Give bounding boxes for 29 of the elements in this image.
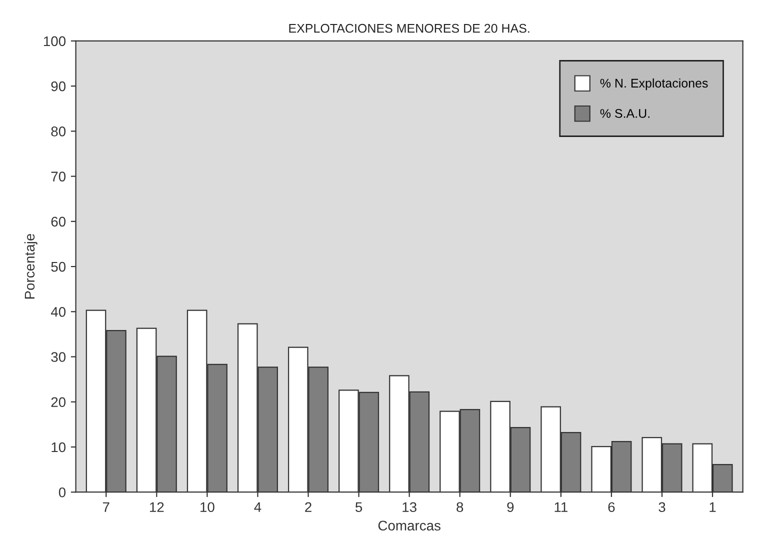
y-tick-label: 50 — [51, 262, 66, 272]
x-tick-label: 9 — [507, 502, 514, 512]
legend-label: % N. Explotaciones — [600, 78, 708, 90]
chart-title: EXPLOTACIONES MENORES DE 20 HAS. — [289, 24, 530, 33]
x-tick-label: 12 — [150, 502, 164, 512]
y-tick-label: 90 — [51, 81, 66, 92]
y-tick-label: 70 — [51, 172, 66, 182]
y-tick-label: 10 — [52, 442, 66, 452]
x-tick-label: 3 — [658, 502, 666, 512]
y-tick-label: 60 — [51, 216, 66, 227]
y-tick-label: 20 — [51, 397, 66, 408]
x-axis-title: Comarcas — [378, 520, 440, 531]
y-tick-label: 80 — [51, 126, 66, 136]
x-tick-label: 6 — [608, 502, 615, 512]
legend-label: % S.A.U. — [600, 109, 650, 118]
x-tick-label: 5 — [355, 502, 362, 512]
y-tick-label: 40 — [50, 306, 66, 317]
x-tick-label: 1 — [710, 502, 716, 512]
x-tick-label: 2 — [305, 502, 312, 512]
y-tick-label: 0 — [58, 487, 66, 498]
x-tick-label: 4 — [254, 502, 262, 512]
y-tick-label: 30 — [51, 352, 66, 362]
x-tick-label: 8 — [456, 502, 464, 512]
y-axis-title: Porcentaje — [24, 234, 38, 299]
y-tick-label: 100 — [44, 36, 66, 46]
x-tick-label: 11 — [554, 502, 568, 512]
x-tick-label: 13 — [402, 502, 416, 512]
x-tick-label: 10 — [200, 502, 214, 512]
x-tick-label: 7 — [102, 502, 110, 512]
